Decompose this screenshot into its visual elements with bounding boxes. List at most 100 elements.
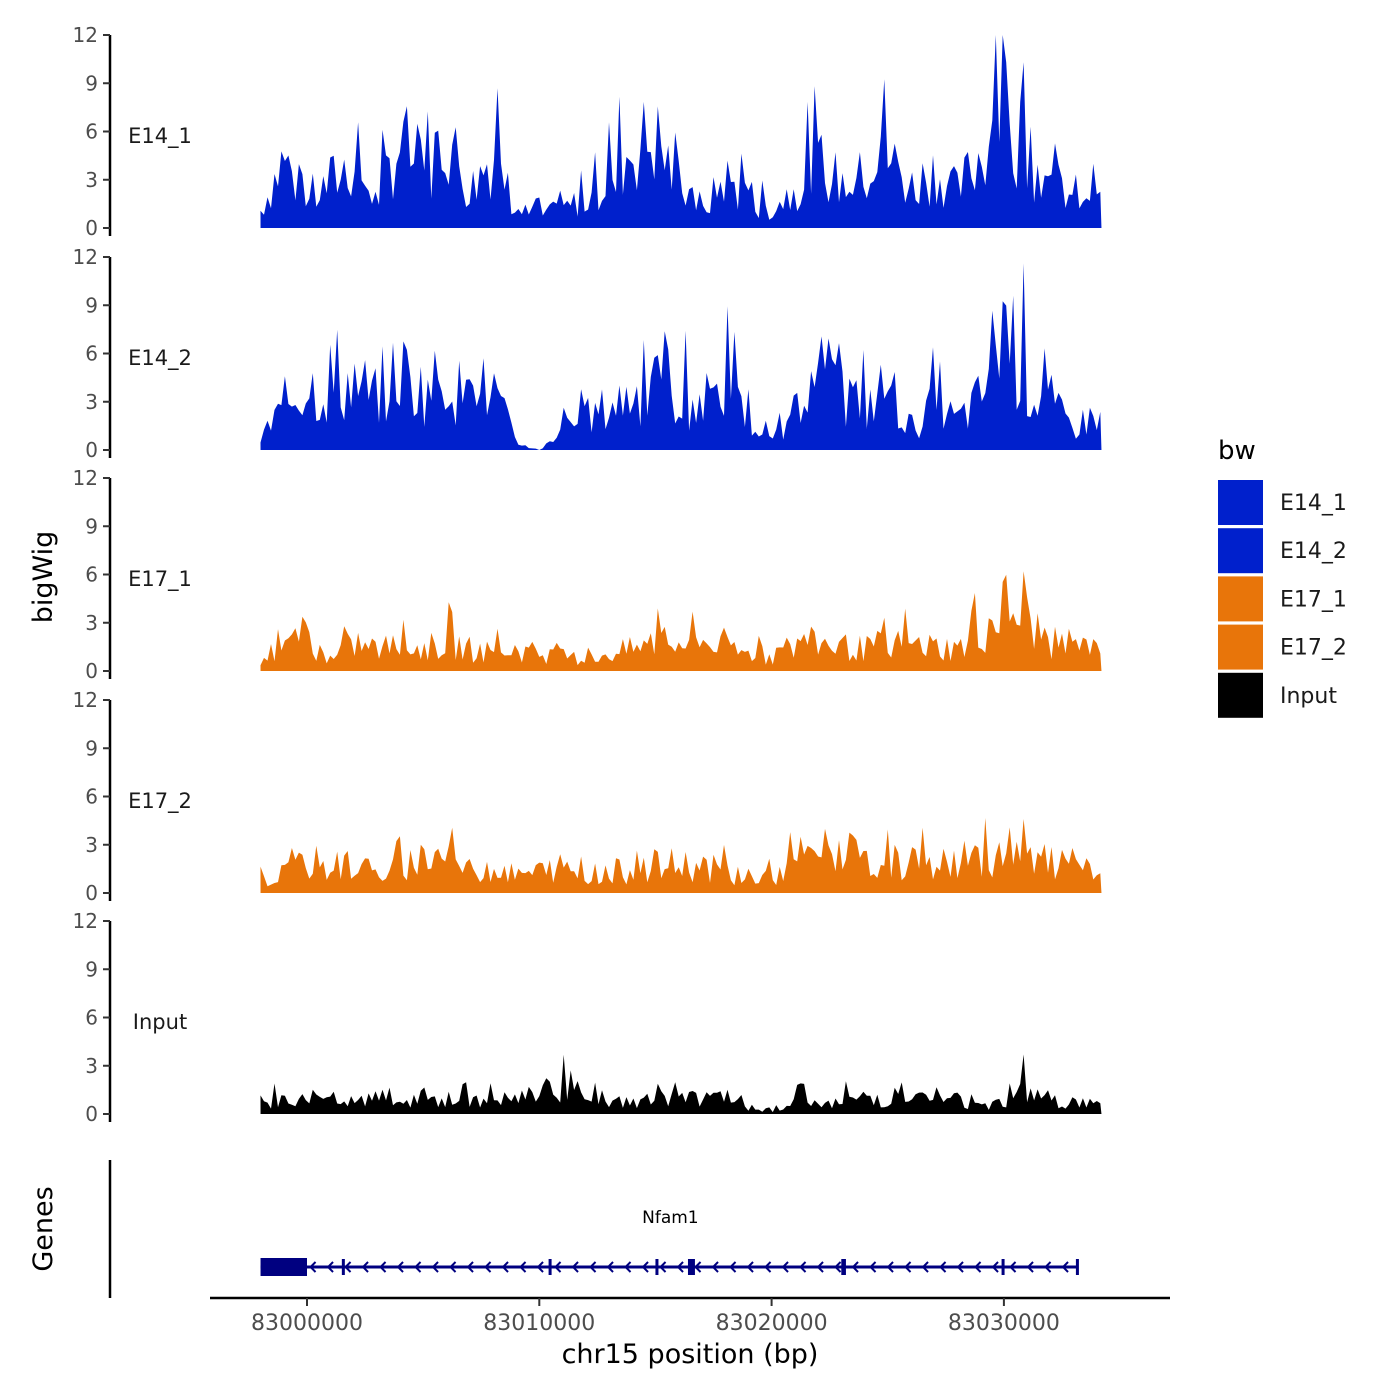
strand-arrow [939,1261,947,1273]
y-tick-label: 6 [85,120,98,144]
x-tick-label: 83010000 [483,1311,595,1336]
strand-arrow [764,1261,772,1273]
strand-arrow [326,1261,334,1273]
coverage-area [260,571,1102,671]
x-tick-label: 83030000 [948,1311,1060,1336]
strand-arrow [309,1261,317,1273]
y-tick-label: 6 [85,1006,98,1030]
gene-exon [260,1258,307,1276]
track-label: E17_1 [128,567,192,592]
strand-arrow [869,1261,877,1273]
legend-swatch [1218,672,1263,718]
legend-label: E17_1 [1280,587,1347,612]
gene-label: Nfam1 [642,1208,699,1228]
gene-exon [1001,1259,1005,1275]
y-tick-label: 9 [85,71,98,95]
strand-arrow [641,1261,649,1273]
track-label: E14_1 [128,124,192,149]
gene-exon [687,1259,695,1275]
y-tick-label: 3 [85,833,98,857]
y-tick-label: 9 [85,293,98,317]
coverage-tracks: 0 3 6 9 12 E14_1 0 3 6 9 12 E14_2 0 3 6 9 12 E17_1 0 3 6 9 12 E… [73,23,1102,1126]
coverage-area [260,263,1102,450]
y-tick-label: 0 [85,1102,98,1126]
strand-arrow [519,1261,527,1273]
legend-entry: E14_1 [1218,480,1347,525]
strand-arrow [729,1261,737,1273]
legend-label: E14_1 [1280,491,1347,516]
strand-arrow [396,1261,404,1273]
y-tick-label: 12 [73,688,98,712]
y-tick-label: 9 [85,736,98,760]
y-tick-label: 9 [85,957,98,981]
gene-nfam1: Nfam1 [260,1208,1079,1276]
legend-entry: E17_1 [1218,576,1347,622]
strand-arrow [414,1261,422,1273]
coverage-area [260,818,1102,893]
legend-label: Input [1280,684,1337,709]
gene-exon [548,1259,552,1275]
strand-arrow [484,1261,492,1273]
legend-entry: E17_2 [1218,624,1347,670]
strand-arrow [554,1261,562,1273]
x-tick-label: 83000000 [251,1311,363,1336]
y-tick-label: 12 [73,23,98,47]
gene-exon [341,1259,345,1275]
strand-arrow [904,1261,912,1273]
y-tick-label: 0 [85,216,98,240]
y-tick-label: 3 [85,611,98,635]
strand-arrow [1044,1261,1052,1273]
strand-arrow [991,1261,999,1273]
strand-arrow [571,1261,579,1273]
track-e14-2: 0 3 6 9 12 E14_2 [73,245,1102,462]
strand-arrow [834,1261,842,1273]
track-e17-2: 0 3 6 9 12 E17_2 [73,688,1102,905]
y-tick-label: 0 [85,438,98,462]
strand-arrow [1009,1261,1017,1273]
x-axis-title: chr15 position (bp) [562,1339,819,1370]
strand-arrow [536,1261,544,1273]
track-input: 0 3 6 9 12 Input [73,909,1102,1126]
genes-panel: Genes Nfam1 [28,1160,1079,1298]
strand-arrow [676,1261,684,1273]
legend-swatch [1218,480,1263,525]
strand-arrow [379,1261,387,1273]
track-label: Input [133,1010,187,1034]
track-label: E17_2 [128,789,192,814]
y-tick-label: 12 [73,909,98,933]
legend-swatch [1218,624,1263,670]
legend-swatch [1218,576,1263,622]
strand-arrow [624,1261,632,1273]
gene-exon [841,1259,846,1275]
y-axis-title: bigWig [28,531,59,624]
strand-arrow [974,1261,982,1273]
legend-label: E14_2 [1280,539,1347,564]
strand-arrow [799,1261,807,1273]
legend-swatch [1218,528,1263,574]
strand-arrow [956,1261,964,1273]
y-tick-label: 9 [85,514,98,538]
y-tick-label: 0 [85,881,98,905]
strand-arrow [1061,1261,1069,1273]
y-tick-label: 3 [85,168,98,192]
legend: bw E14_1 E14_2 E17_1 E17_2 Input [1218,436,1347,718]
strand-arrow [711,1261,719,1273]
strand-arrow [694,1261,702,1273]
gene-exon [655,1259,659,1275]
coverage-area [260,35,1102,228]
strand-arrow [851,1261,859,1273]
strand-arrow [344,1261,352,1273]
strand-arrow [886,1261,894,1273]
strand-arrow [921,1261,929,1273]
y-tick-label: 6 [85,785,98,809]
y-tick-label: 3 [85,1054,98,1078]
strand-arrow [589,1261,597,1273]
track-e17-1: 0 3 6 9 12 E17_1 [73,466,1102,683]
y-tick-label: 6 [85,563,98,587]
legend-entry: Input [1218,672,1337,718]
y-tick-label: 3 [85,390,98,414]
strand-arrow [659,1261,667,1273]
strand-arrow [816,1261,824,1273]
strand-arrow [431,1261,439,1273]
strand-arrow [606,1261,614,1273]
